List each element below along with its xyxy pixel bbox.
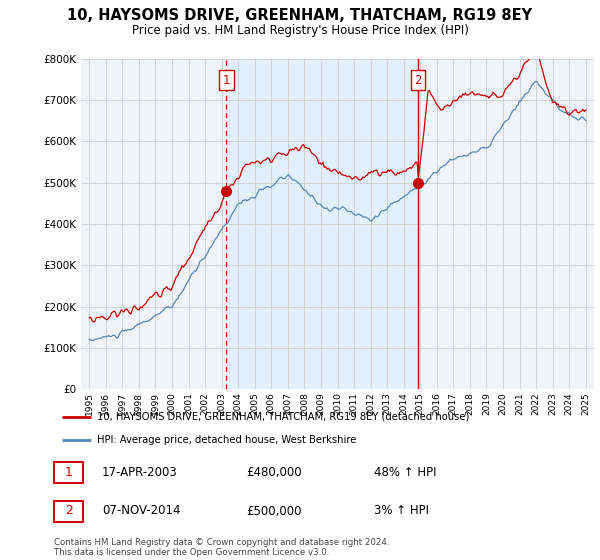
Text: £480,000: £480,000 [246,466,302,479]
Bar [54,501,83,521]
Text: 1: 1 [65,466,73,479]
Bar [226,59,418,389]
Text: 17-APR-2003: 17-APR-2003 [102,466,178,479]
Bar [54,462,83,483]
Text: 48% ↑ HPI: 48% ↑ HPI [374,466,437,479]
Text: 3% ↑ HPI: 3% ↑ HPI [374,505,430,517]
Text: 2: 2 [414,74,422,87]
Text: Contains HM Land Registry data © Crown copyright and database right 2024.
This d: Contains HM Land Registry data © Crown c… [54,538,389,557]
Text: 10, HAYSOMS DRIVE, GREENHAM, THATCHAM, RG19 8EY (detached house): 10, HAYSOMS DRIVE, GREENHAM, THATCHAM, R… [97,412,469,422]
Text: 07-NOV-2014: 07-NOV-2014 [102,505,181,517]
Text: Price paid vs. HM Land Registry's House Price Index (HPI): Price paid vs. HM Land Registry's House … [131,24,469,36]
Text: £500,000: £500,000 [246,505,302,517]
Text: 10, HAYSOMS DRIVE, GREENHAM, THATCHAM, RG19 8EY: 10, HAYSOMS DRIVE, GREENHAM, THATCHAM, R… [67,8,533,24]
Text: 2: 2 [65,505,73,517]
Text: HPI: Average price, detached house, West Berkshire: HPI: Average price, detached house, West… [97,435,356,445]
Text: 1: 1 [223,74,230,87]
